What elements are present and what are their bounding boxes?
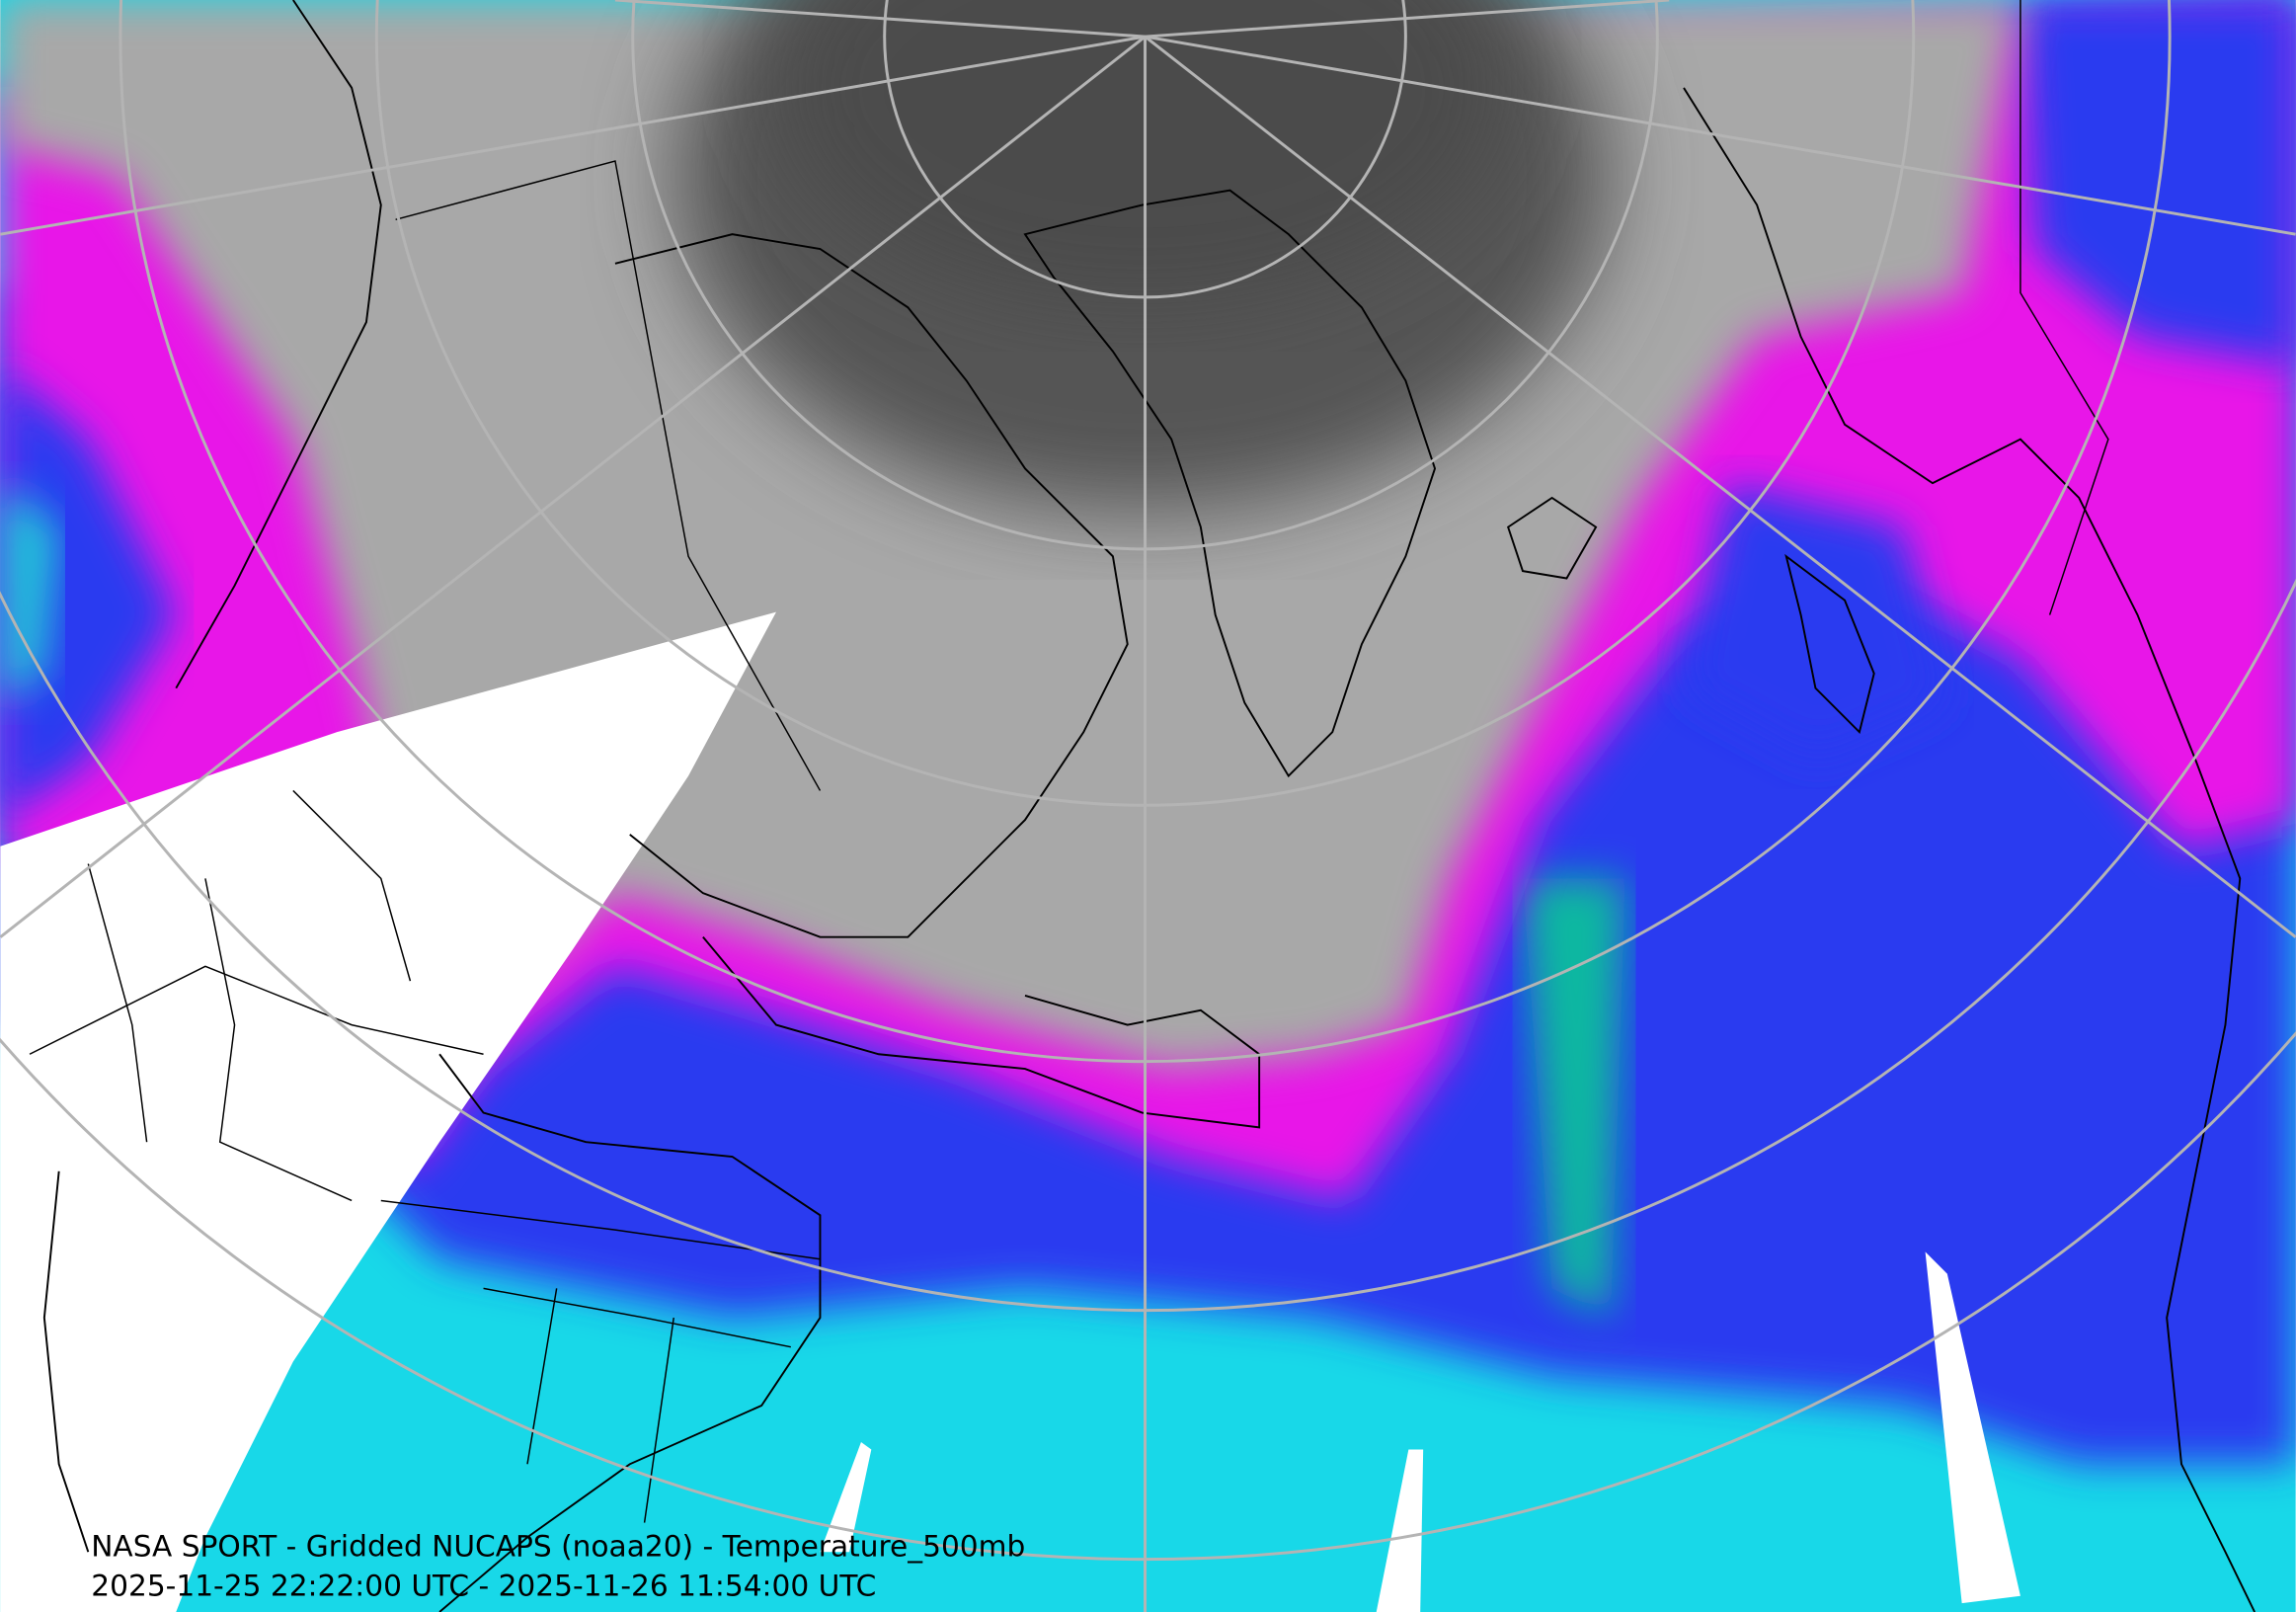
- map-title: NASA SPORT - Gridded NUCAPS (noaa20) - T…: [91, 1529, 1025, 1564]
- coastlines: [42, 0, 2256, 1612]
- time-range: 2025-11-25 22:22:00 UTC - 2025-11-26 11:…: [91, 1569, 876, 1603]
- no-data-swaths: [0, 611, 2020, 1612]
- political-borders: [29, 0, 2109, 1523]
